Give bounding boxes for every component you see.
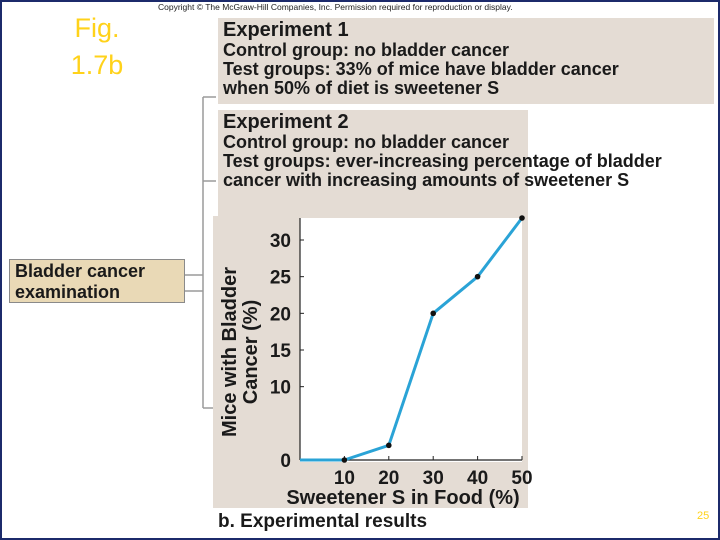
y-tick-label: 10 [270, 378, 291, 399]
chart-series [300, 215, 525, 463]
experiment-2-line: Test groups: ever-increasing percentage … [223, 151, 662, 190]
data-point [474, 273, 481, 280]
copyright-notice: Copyright © The McGraw-Hill Companies, I… [158, 2, 513, 12]
x-axis-title: Sweetener S in Food (%) [286, 487, 519, 509]
experiment-1-box: Experiment 1 Control group: no bladder c… [218, 18, 714, 104]
data-point [519, 215, 525, 221]
bladder-cancer-examination-box: Bladder cancer examination [9, 259, 185, 303]
y-tick-label: 25 [270, 268, 292, 289]
figure-caption: b. Experimental results [218, 511, 428, 532]
y-axis-title-line2: Cancer (%) [240, 300, 262, 404]
x-tick-label: 30 [423, 468, 444, 489]
x-tick-label: 10 [334, 468, 355, 489]
data-point [386, 442, 392, 449]
y-tick-label: 30 [270, 231, 291, 252]
x-tick-label: 20 [378, 468, 399, 489]
data-point [430, 310, 437, 317]
y-tick-label: 20 [270, 304, 291, 325]
experiment-1-line: Test groups: 33% of mice have bladder ca… [223, 59, 619, 79]
data-point [341, 457, 348, 463]
series-line [300, 217, 524, 462]
experiment-2-box: Experiment 2 Control group: no bladder c… [218, 110, 662, 216]
y-axis-title-line1: Mice with Bladder [219, 267, 241, 437]
experiment-1-line: when 50% of diet is sweetener S [223, 78, 500, 98]
x-tick-label: 40 [467, 468, 488, 489]
y-tick-label: 0 [280, 451, 291, 472]
experiment-2-line: Control group: no bladder cancer [223, 132, 510, 152]
y-tick-label: 15 [270, 341, 292, 362]
page-number: 25 [697, 510, 710, 522]
experiment-2-title: Experiment 2 [223, 111, 349, 133]
x-tick-label: 50 [511, 468, 532, 489]
figure-label: Fig. 1.7b [70, 13, 124, 80]
experiment-1-line: Control group: no bladder cancer [223, 40, 510, 60]
plot-area [300, 218, 522, 462]
experiment-1-title: Experiment 1 [223, 19, 349, 41]
chart-tick-labels: 10 20 30 40 50 0 10 15 20 25 30 [270, 231, 533, 489]
